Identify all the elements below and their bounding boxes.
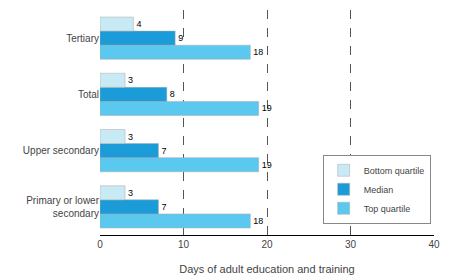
svg-text:Upper secondary: Upper secondary xyxy=(23,145,99,156)
svg-text:8: 8 xyxy=(170,89,175,99)
svg-text:18: 18 xyxy=(253,216,263,226)
svg-text:19: 19 xyxy=(262,103,272,113)
svg-text:3: 3 xyxy=(128,188,133,198)
svg-text:19: 19 xyxy=(262,160,272,170)
svg-text:Bottom quartile: Bottom quartile xyxy=(364,166,425,176)
svg-text:9: 9 xyxy=(178,33,183,43)
svg-text:18: 18 xyxy=(253,47,263,57)
svg-text:20: 20 xyxy=(261,239,273,250)
svg-text:4: 4 xyxy=(136,19,141,29)
svg-text:Primary or lowersecondary: Primary or lowersecondary xyxy=(26,195,99,219)
svg-text:3: 3 xyxy=(128,75,133,85)
svg-text:0: 0 xyxy=(97,239,103,250)
svg-text:7: 7 xyxy=(161,146,166,156)
svg-text:7: 7 xyxy=(161,202,166,212)
svg-text:Median: Median xyxy=(364,185,394,195)
svg-text:Days of adult education and tr: Days of adult education and training xyxy=(179,263,355,275)
svg-text:40: 40 xyxy=(428,239,440,250)
svg-text:10: 10 xyxy=(178,239,190,250)
svg-text:3: 3 xyxy=(128,132,133,142)
svg-text:Top quartile: Top quartile xyxy=(364,204,411,214)
svg-text:Total: Total xyxy=(78,89,99,100)
svg-text:Tertiary: Tertiary xyxy=(66,33,99,44)
svg-text:30: 30 xyxy=(345,239,357,250)
